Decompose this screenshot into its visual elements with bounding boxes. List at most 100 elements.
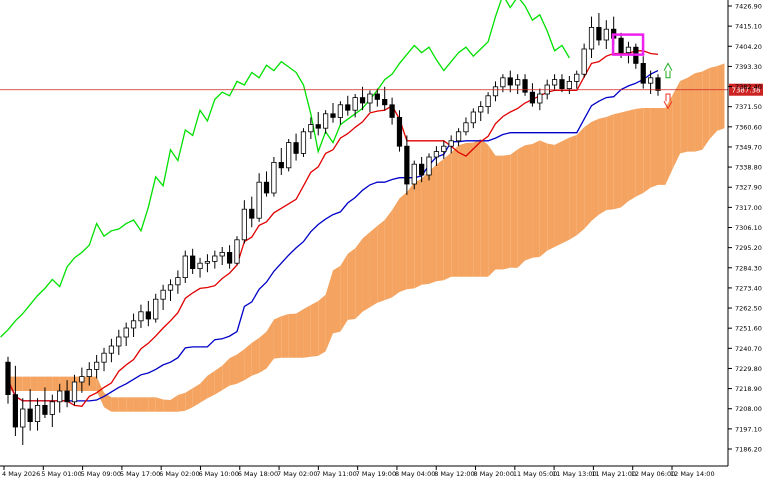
candle-body[interactable]: [12, 394, 19, 428]
candle-body[interactable]: [396, 117, 403, 147]
candle-body[interactable]: [551, 79, 558, 86]
candle-body[interactable]: [123, 327, 129, 338]
candle-body[interactable]: [197, 262, 203, 270]
candle-body[interactable]: [300, 131, 307, 154]
candle-body[interactable]: [249, 208, 255, 219]
candle-body[interactable]: [57, 390, 63, 403]
candle-body[interactable]: [492, 86, 499, 97]
candle-body[interactable]: [441, 145, 447, 152]
cloud-segment: [281, 314, 289, 358]
candle-body[interactable]: [160, 289, 166, 300]
candle-body[interactable]: [419, 163, 425, 176]
candle-body[interactable]: [359, 97, 366, 104]
x-tick-label: 7 May 19:00: [356, 470, 396, 478]
cloud-segment: [377, 220, 385, 303]
candle-body[interactable]: [507, 77, 513, 86]
candle-body[interactable]: [411, 163, 417, 185]
candle-body[interactable]: [293, 142, 299, 154]
candle-body[interactable]: [190, 255, 196, 270]
candle-body[interactable]: [367, 93, 373, 104]
candle-body[interactable]: [448, 140, 454, 147]
candle-body[interactable]: [529, 91, 536, 104]
candle-body[interactable]: [86, 368, 92, 377]
candle-body[interactable]: [34, 404, 41, 422]
candle-body[interactable]: [433, 151, 440, 158]
candle-body[interactable]: [212, 255, 218, 262]
candle-body[interactable]: [322, 113, 329, 129]
candle-body[interactable]: [71, 381, 78, 403]
candle-body[interactable]: [500, 77, 506, 88]
cloud-segment: [340, 253, 348, 332]
candle-body[interactable]: [64, 390, 70, 403]
candle-body[interactable]: [153, 298, 159, 320]
cloud-segment: [222, 358, 230, 391]
candle-body[interactable]: [138, 311, 144, 322]
candle-body[interactable]: [145, 311, 151, 320]
candle-body[interactable]: [478, 106, 484, 113]
candle-body[interactable]: [625, 46, 632, 54]
candle-body[interactable]: [345, 104, 351, 111]
cloud-segment: [229, 354, 237, 386]
candle-body[interactable]: [470, 111, 476, 124]
candle-body[interactable]: [219, 251, 225, 257]
candle-body[interactable]: [308, 124, 314, 133]
candle-body[interactable]: [655, 77, 661, 91]
candle-body[interactable]: [640, 63, 646, 84]
candle-body[interactable]: [581, 48, 587, 75]
cloud-segment: [547, 143, 555, 251]
candle-body[interactable]: [389, 104, 395, 118]
candle-body[interactable]: [566, 81, 572, 90]
candle-body[interactable]: [130, 320, 137, 329]
candle-body[interactable]: [515, 79, 521, 86]
candle-body[interactable]: [175, 277, 181, 286]
cloud-segment: [296, 309, 304, 358]
y-tick-label: 7404.20: [735, 43, 762, 51]
candle-body[interactable]: [182, 255, 188, 279]
candle-body[interactable]: [426, 156, 432, 176]
candle-body[interactable]: [574, 73, 580, 82]
candle-body[interactable]: [271, 161, 277, 194]
candle-body[interactable]: [101, 352, 107, 363]
candle-body[interactable]: [204, 260, 211, 264]
candle-body[interactable]: [5, 361, 11, 396]
candle-body[interactable]: [79, 376, 85, 383]
candle-body[interactable]: [522, 79, 528, 93]
candle-body[interactable]: [404, 145, 410, 185]
cloud-segment: [185, 388, 193, 411]
candle-body[interactable]: [167, 284, 174, 291]
candle-body[interactable]: [337, 104, 344, 118]
candle-body[interactable]: [559, 79, 565, 89]
candle-body[interactable]: [463, 122, 469, 133]
candle-body[interactable]: [42, 404, 48, 415]
candle-body[interactable]: [330, 113, 336, 118]
candle-body[interactable]: [116, 336, 122, 347]
candle-body[interactable]: [315, 124, 321, 129]
cloud-segment: [163, 399, 171, 412]
candle-body[interactable]: [234, 239, 240, 264]
candle-body[interactable]: [455, 131, 462, 142]
candle-body[interactable]: [263, 181, 270, 194]
candle-body[interactable]: [256, 181, 262, 219]
candle-body[interactable]: [226, 251, 233, 264]
candle-body[interactable]: [49, 401, 55, 415]
candle-body[interactable]: [241, 208, 247, 241]
candle-body[interactable]: [537, 93, 543, 104]
candle-body[interactable]: [596, 26, 602, 41]
candle-body[interactable]: [94, 361, 100, 370]
candle-body[interactable]: [382, 99, 388, 106]
candle-body[interactable]: [588, 26, 595, 50]
candle-body[interactable]: [108, 345, 115, 354]
candle-body[interactable]: [20, 408, 26, 428]
candle-body[interactable]: [618, 37, 624, 54]
candle-body[interactable]: [286, 142, 292, 169]
candle-body[interactable]: [352, 97, 358, 111]
candle-body[interactable]: [647, 77, 654, 84]
cloud-segment: [598, 116, 607, 215]
candle-body[interactable]: [278, 161, 284, 169]
candle-body[interactable]: [27, 408, 33, 423]
cloud-segment: [717, 63, 725, 131]
candle-body[interactable]: [485, 95, 491, 108]
candle-body[interactable]: [603, 28, 609, 41]
candle-body[interactable]: [374, 93, 380, 100]
